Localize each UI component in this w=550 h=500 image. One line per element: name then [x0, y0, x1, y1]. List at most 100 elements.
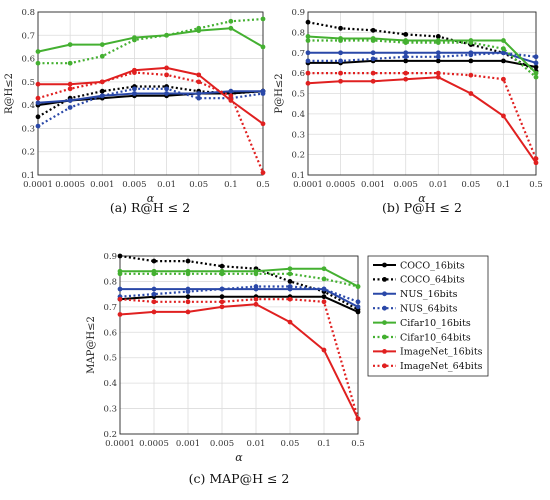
data-point [151, 286, 157, 292]
y-tick-label: 0.4 [291, 110, 305, 120]
data-point [370, 56, 376, 62]
data-point [132, 91, 137, 96]
data-point [403, 50, 409, 56]
data-point [117, 271, 123, 277]
legend-marker [382, 349, 387, 354]
data-point [260, 16, 266, 22]
data-point [501, 46, 506, 52]
data-point [35, 100, 41, 106]
data-point [253, 296, 259, 302]
data-point [151, 271, 157, 277]
data-point [370, 50, 376, 56]
y-tick-label: 0.5 [103, 354, 117, 364]
data-point [35, 114, 41, 120]
data-point [99, 42, 105, 47]
data-point [305, 80, 311, 86]
data-point [533, 156, 539, 162]
series-ImageNet_16bits [35, 65, 266, 127]
data-point [321, 276, 327, 282]
x-tick-label: 0.5 [529, 180, 543, 190]
legend-marker [382, 334, 387, 340]
data-point [219, 294, 225, 300]
subfigure-caption: (c) MAP@H ≤ 2 [189, 471, 290, 486]
x-axis-label: α [235, 451, 243, 464]
data-point [35, 81, 41, 87]
data-point [185, 299, 191, 305]
data-point [228, 18, 234, 24]
data-point [403, 58, 409, 64]
plot-frame [307, 11, 537, 176]
data-point [501, 38, 506, 43]
data-point [533, 74, 539, 80]
data-point [219, 286, 225, 292]
data-point [533, 60, 539, 66]
data-point [253, 301, 259, 307]
x-tick-label: 0.0005 [326, 180, 356, 190]
data-point [355, 299, 361, 305]
data-point [468, 52, 474, 58]
y-tick-label: 0.9 [291, 8, 305, 18]
data-point [435, 70, 441, 76]
y-tick-label: 0.5 [291, 90, 305, 100]
series-line [307, 76, 537, 164]
data-point [468, 40, 474, 45]
data-point [435, 50, 441, 56]
data-point [228, 93, 234, 99]
y-tick-label: 0.7 [103, 303, 117, 313]
y-tick-label: 0.3 [103, 405, 117, 415]
data-point [305, 58, 311, 64]
series-line [307, 35, 537, 74]
legend-marker [382, 291, 387, 297]
y-tick-label: 0.8 [103, 277, 117, 287]
series-line [119, 285, 359, 303]
data-point [468, 58, 474, 64]
y-tick-label: 0.9 [103, 252, 117, 262]
chart-panel-0: 0.1 0.2 0.3 0.4 0.5 0.6 0.7 0.8 0.0001 0.0005 0.00… [4, 8, 270, 215]
data-point [287, 296, 293, 302]
data-point [35, 123, 41, 129]
subfigure-caption: (b) P@H ≤ 2 [382, 200, 462, 215]
x-tick-label: 0.1 [497, 180, 511, 190]
data-point [338, 25, 343, 31]
plot-area [120, 256, 358, 434]
data-point [117, 253, 123, 259]
data-point [370, 27, 376, 33]
x-tick-label: 0.1 [224, 180, 238, 190]
series-line [38, 66, 264, 125]
series-ImageNet_64bits [117, 296, 361, 422]
data-point [370, 70, 376, 76]
y-tick-label: 0.2 [21, 148, 35, 158]
data-point [287, 271, 293, 277]
legend-marker [382, 277, 387, 282]
data-point [67, 81, 73, 87]
data-point [370, 78, 376, 84]
data-point [228, 25, 234, 31]
data-point [260, 170, 266, 176]
data-point [132, 37, 137, 43]
data-point [287, 279, 293, 284]
data-point [435, 34, 441, 39]
data-point [533, 64, 539, 70]
x-tick-label: 0.5 [351, 439, 365, 449]
data-point [219, 271, 225, 277]
data-point [321, 299, 327, 305]
series-NUS_64bits [305, 50, 539, 64]
data-point [287, 266, 293, 272]
x-tick-label: 0.05 [281, 439, 300, 449]
data-point [67, 60, 73, 66]
x-tick-label: 0.001 [361, 180, 385, 190]
data-point [435, 74, 441, 80]
x-tick-label: 0.001 [176, 439, 200, 449]
data-point [435, 58, 441, 64]
y-axis-label: P@H≤2 [274, 73, 285, 113]
data-point [305, 38, 311, 43]
y-tick-label: 0.2 [103, 430, 117, 440]
data-point [196, 91, 202, 96]
series-line [38, 17, 264, 65]
series-line [120, 272, 359, 288]
data-point [164, 65, 169, 71]
y-tick-label: 0.3 [291, 130, 305, 140]
data-point [403, 32, 409, 37]
y-tick-label: 0.3 [21, 124, 35, 134]
data-point [35, 60, 41, 66]
